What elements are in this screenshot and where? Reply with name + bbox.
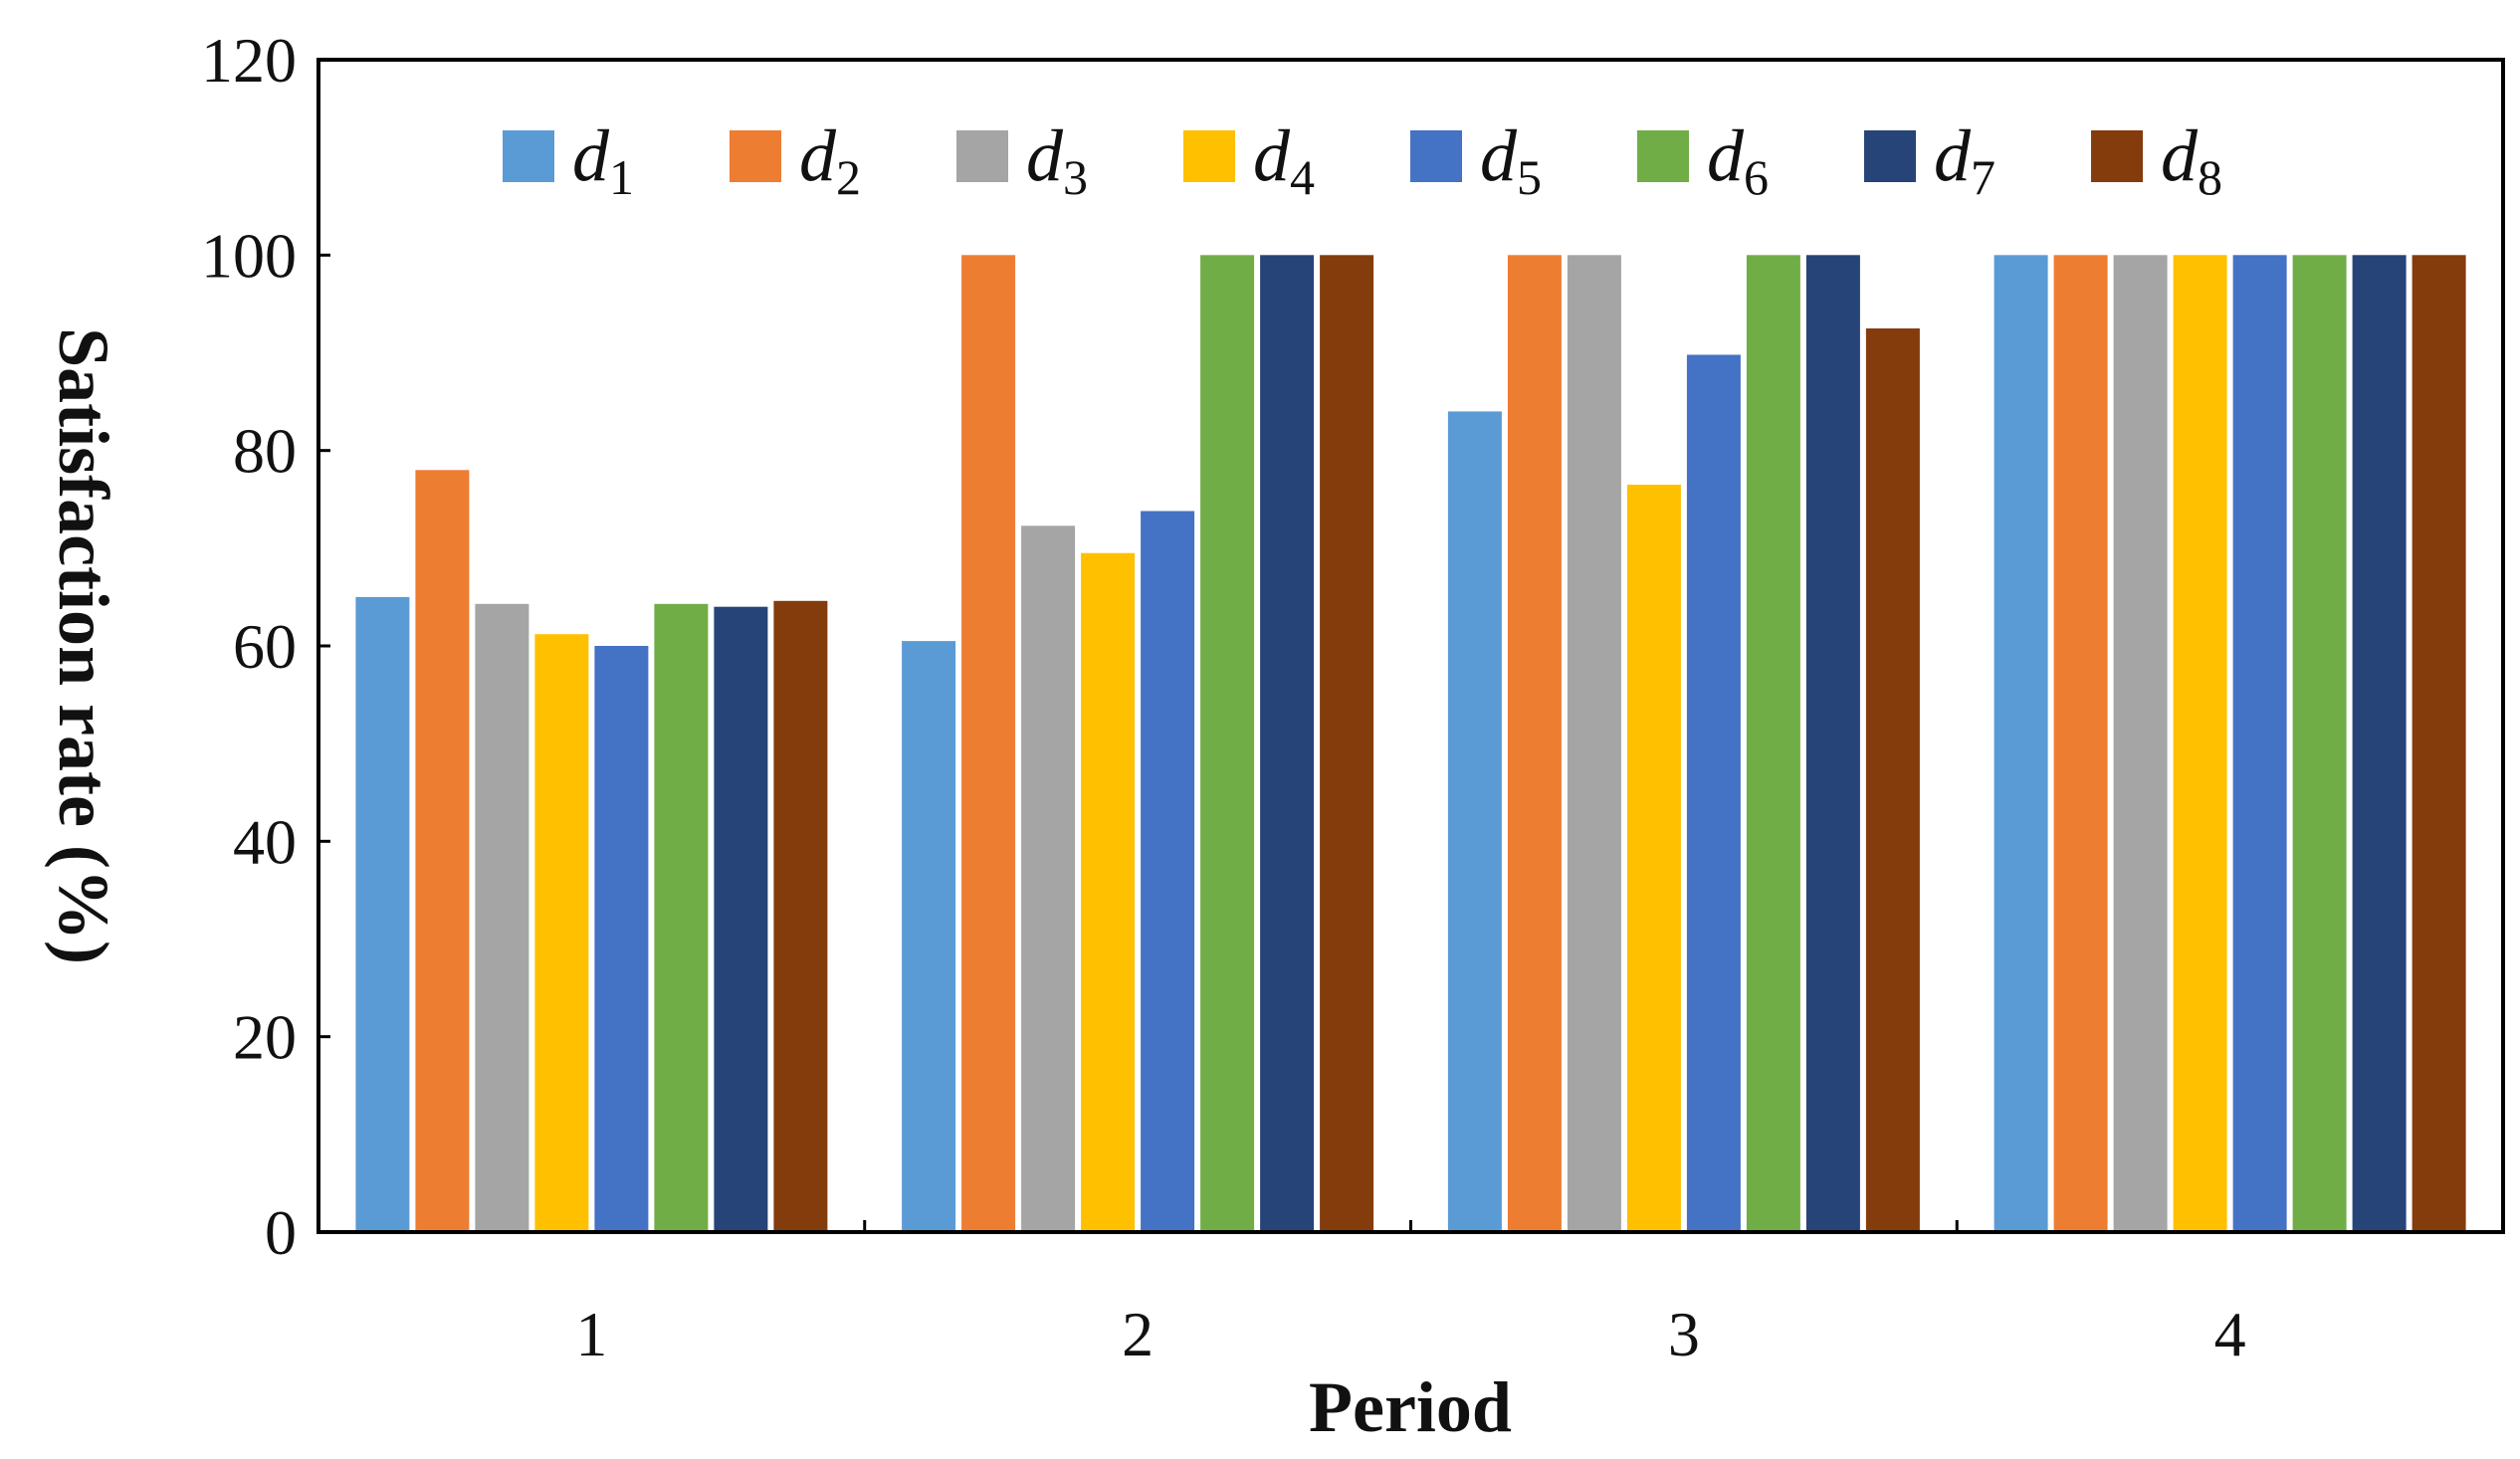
bars-layer <box>355 255 2466 1232</box>
y-tick-label-40: 40 <box>233 806 297 877</box>
legend-item-d1: d1 <box>503 115 634 205</box>
legend-label-d6: d6 <box>1707 115 1769 205</box>
bar-d3-period-4 <box>2113 255 2168 1232</box>
x-axis-title: Period <box>1309 1367 1512 1447</box>
y-tick-label-100: 100 <box>201 220 297 291</box>
legend-item-d6: d6 <box>1637 115 1769 205</box>
bar-d1-period-4 <box>1994 255 2048 1232</box>
y-tick-label-120: 120 <box>201 25 297 96</box>
x-tick-label-2: 2 <box>1122 1299 1154 1369</box>
bar-d8-period-1 <box>773 600 828 1232</box>
bar-d7-period-3 <box>1805 255 1860 1232</box>
bar-d2-period-1 <box>415 470 470 1232</box>
bar-d3-period-1 <box>475 603 529 1232</box>
legend-item-d2: d2 <box>730 115 861 205</box>
bar-d1-period-1 <box>355 596 410 1232</box>
legend-item-d4: d4 <box>1183 115 1315 205</box>
x-tick-label-4: 4 <box>2214 1299 2246 1369</box>
bar-d6-period-1 <box>654 603 709 1232</box>
bar-d5-period-4 <box>2232 255 2287 1232</box>
legend-label-d5: d5 <box>1480 115 1542 205</box>
bar-d4-period-1 <box>534 634 589 1232</box>
y-tick-label-0: 0 <box>265 1197 297 1268</box>
bar-d2-period-2 <box>961 255 1016 1232</box>
legend-item-d3: d3 <box>956 115 1088 205</box>
bar-d5-period-1 <box>594 646 649 1232</box>
x-tick-label-1: 1 <box>575 1299 607 1369</box>
bar-d3-period-2 <box>1021 525 1076 1232</box>
bar-d8-period-3 <box>1865 328 1920 1232</box>
bar-d7-period-4 <box>2352 255 2407 1232</box>
legend-swatch-d4 <box>1183 130 1235 182</box>
legend-label-d1: d1 <box>572 115 634 205</box>
bar-d2-period-3 <box>1507 255 1562 1232</box>
legend-label-d3: d3 <box>1026 115 1088 205</box>
legend: d1 d2 d3 d4 d5 d6 d7 d8 <box>503 115 2222 205</box>
bar-d4-period-3 <box>1626 485 1681 1232</box>
y-tick-label-60: 60 <box>233 611 297 682</box>
legend-item-d7: d7 <box>1864 115 1995 205</box>
legend-swatch-d1 <box>503 130 554 182</box>
bar-d8-period-2 <box>1320 255 1374 1232</box>
legend-swatch-d7 <box>1864 130 1916 182</box>
bar-d7-period-2 <box>1260 255 1315 1232</box>
bar-d1-period-3 <box>1447 411 1502 1232</box>
legend-swatch-d8 <box>2091 130 2143 182</box>
legend-label-d2: d2 <box>799 115 861 205</box>
bar-d2-period-4 <box>2053 255 2108 1232</box>
y-tick-label-80: 80 <box>233 416 297 487</box>
legend-label-d8: d8 <box>2161 115 2222 205</box>
bar-d6-period-3 <box>1746 255 1800 1232</box>
legend-swatch-d2 <box>730 130 781 182</box>
legend-item-d5: d5 <box>1410 115 1542 205</box>
y-axis-title: Satisfaction rate (%) <box>44 327 123 964</box>
bar-d7-period-1 <box>714 606 768 1232</box>
bar-d5-period-3 <box>1686 354 1741 1232</box>
bar-d5-period-2 <box>1141 511 1195 1232</box>
bar-d4-period-4 <box>2173 255 2227 1232</box>
legend-swatch-d5 <box>1410 130 1462 182</box>
legend-swatch-d6 <box>1637 130 1689 182</box>
x-tick-label-3: 3 <box>1668 1299 1700 1369</box>
bar-d3-period-3 <box>1567 255 1621 1232</box>
legend-label-d7: d7 <box>1934 115 1995 205</box>
bar-d6-period-4 <box>2292 255 2347 1232</box>
y-axis-ticks: 0 20 40 60 80 100 120 <box>201 25 330 1268</box>
legend-label-d4: d4 <box>1253 115 1315 205</box>
bar-d6-period-2 <box>1200 255 1255 1232</box>
x-axis-ticks: 1 2 3 4 <box>575 1220 2246 1369</box>
bar-d8-period-4 <box>2412 255 2466 1232</box>
legend-swatch-d3 <box>956 130 1008 182</box>
y-tick-label-20: 20 <box>233 1002 297 1073</box>
bar-d1-period-2 <box>902 641 956 1232</box>
legend-item-d8: d8 <box>2091 115 2222 205</box>
bar-d4-period-2 <box>1081 552 1136 1232</box>
